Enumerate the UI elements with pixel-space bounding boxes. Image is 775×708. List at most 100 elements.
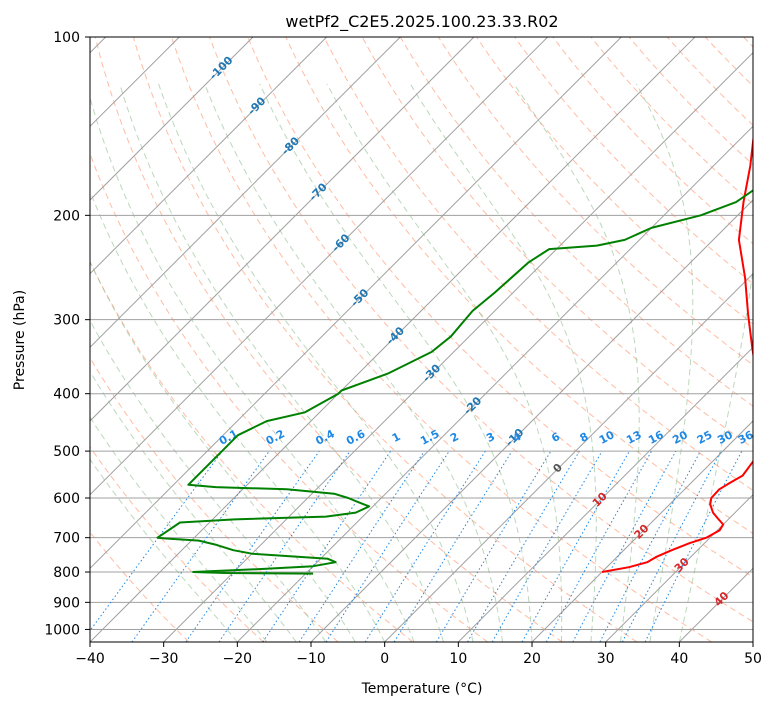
dry-adiabat — [209, 37, 753, 623]
x-tick-label: −10 — [296, 651, 326, 667]
mixing-ratio-line — [298, 450, 425, 642]
isotherm-line — [310, 199, 753, 642]
moist-adiabat — [204, 83, 503, 642]
dry-adiabat — [552, 37, 753, 245]
x-tick-label: −40 — [75, 651, 105, 667]
moist-adiabat — [409, 83, 597, 642]
dry-adiabat — [90, 260, 414, 642]
dry-adiabat — [171, 37, 712, 642]
mixing-ratio-label: 16 — [646, 428, 666, 447]
y-tick-label: 800 — [53, 565, 80, 581]
x-tick-label: 30 — [597, 651, 615, 667]
isotherm-line — [90, 37, 475, 422]
mixing-ratio-label: 30 — [715, 428, 735, 447]
mixing-ratio-label: 3 — [484, 430, 497, 445]
dry-adiabat — [399, 37, 753, 407]
isotherm-line — [90, 37, 549, 496]
y-tick-label: 700 — [53, 531, 80, 547]
plot-area: -100-90-80-70-60-50-40-30-20-10010203040… — [90, 37, 756, 642]
temperature-profile — [601, 133, 753, 573]
y-tick-label: 400 — [53, 387, 80, 403]
moist-adiabat — [513, 83, 640, 642]
moist-adiabat — [90, 370, 297, 642]
moist-adiabat — [90, 416, 268, 642]
moist-adiabat — [90, 458, 238, 642]
mixing-ratio-line — [262, 450, 392, 642]
y-tick-label: 200 — [53, 208, 80, 224]
x-tick-label: −20 — [223, 651, 253, 667]
mixing-ratio-line — [325, 450, 450, 642]
x-tick-label: 0 — [380, 651, 389, 667]
dry-adiabat — [514, 37, 753, 285]
dry-adiabat — [437, 37, 753, 366]
mixing-ratio-line — [521, 450, 630, 642]
x-tick-label: 20 — [523, 651, 541, 667]
moist-adiabat — [259, 83, 533, 642]
dewpoint-profile — [156, 189, 753, 575]
moist-adiabat — [90, 96, 415, 642]
moist-adiabat — [635, 83, 694, 642]
mixing-ratio-line — [185, 450, 320, 642]
y-tick-label: 900 — [53, 595, 80, 611]
mixing-ratio-label: 36 — [736, 428, 756, 447]
y-tick-label: 500 — [53, 444, 80, 460]
isotherm-line — [531, 420, 753, 642]
isotherm-line — [90, 37, 622, 570]
isotherm-line — [752, 641, 753, 642]
mixing-ratio-label: 6 — [549, 430, 562, 445]
isotherm-line — [90, 37, 696, 642]
dry-adiabat — [90, 356, 339, 642]
dry-adiabat — [323, 37, 753, 491]
dry-adiabat — [90, 152, 488, 642]
moist-adiabat — [90, 260, 356, 642]
x-tick-label: 50 — [744, 651, 762, 667]
mixing-ratio-line — [545, 450, 653, 642]
isotherm-line — [457, 346, 753, 642]
moist-adiabat — [326, 83, 563, 642]
isotherm-line — [236, 125, 753, 642]
y-tick-label: 1000 — [44, 622, 80, 638]
x-tick-label: 10 — [449, 651, 467, 667]
dry-adiabat — [590, 37, 753, 205]
isotherm-line — [90, 37, 401, 349]
chart-title: wetPf2_C2E5.2025.100.23.33.R02 — [285, 12, 558, 32]
mixing-ratio-label: 1.5 — [418, 427, 441, 448]
x-tick-label: −30 — [149, 651, 179, 667]
data-series — [156, 133, 753, 575]
dry-adiabat — [628, 37, 753, 166]
dry-adiabat — [90, 531, 190, 642]
mixing-ratio-label: 1 — [390, 430, 403, 445]
mixing-ratio-lines — [90, 450, 743, 642]
isotherm-line — [605, 493, 753, 642]
dry-adiabat — [704, 37, 753, 87]
mixing-ratio-label: 0.6 — [344, 427, 368, 448]
moist-adiabat — [158, 83, 474, 642]
mixing-ratio-label: 0.2 — [264, 427, 287, 448]
mixing-ratio-line — [644, 450, 743, 642]
mixing-ratio-line — [90, 450, 223, 632]
dry-adiabat — [743, 37, 753, 48]
dry-adiabat — [666, 37, 753, 126]
y-tick-label: 600 — [53, 491, 80, 507]
x-axis-label: Temperature (°C) — [361, 681, 483, 697]
moist-adiabat — [678, 83, 753, 642]
isotherm-line — [90, 37, 328, 275]
dry-adiabat — [132, 37, 638, 642]
isotherm-line — [163, 51, 753, 642]
dry-adiabat — [476, 37, 753, 325]
moist-adiabat — [90, 319, 327, 642]
mixing-ratio-label: 13 — [624, 428, 644, 447]
y-axis-label: Pressure (hPa) — [12, 290, 28, 390]
plot-frame — [89, 36, 754, 643]
mixing-ratio-label: 20 — [670, 428, 690, 447]
y-tick-label: 100 — [53, 30, 80, 46]
mixing-ratio-label: 2 — [448, 430, 461, 445]
mixing-ratio-line — [364, 450, 486, 642]
moist-adiabat — [119, 83, 445, 642]
mixing-ratio-line — [572, 450, 677, 642]
mixing-ratio-line — [218, 450, 351, 642]
moist-adiabats — [90, 83, 753, 642]
mixing-ratio-line — [599, 450, 701, 642]
dry-adiabat — [90, 446, 264, 642]
mixing-ratio-labels: 0.1 0.2 0.4 0.6 1 1.5 2 3 4 6 8 10 13 16 20 25 30 36 — [217, 427, 756, 448]
